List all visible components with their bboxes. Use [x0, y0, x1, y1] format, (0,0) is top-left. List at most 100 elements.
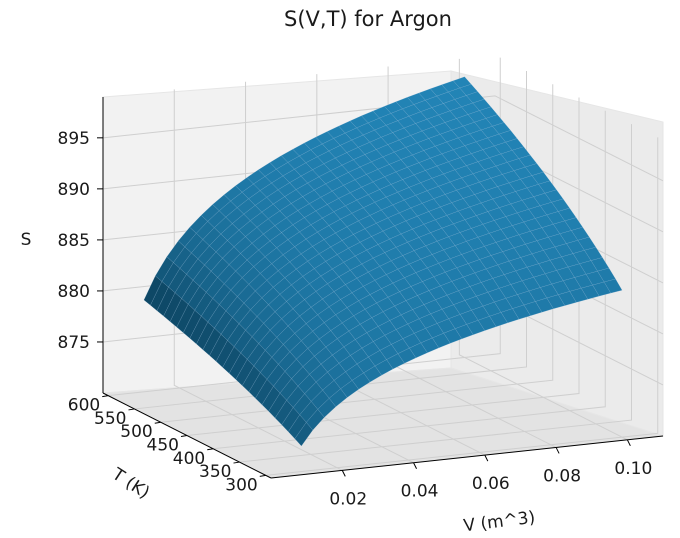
surface-facet [436, 161, 456, 175]
surface-facet [483, 165, 503, 179]
surface-facet [382, 225, 402, 240]
surface-facet [281, 407, 301, 433]
surface-facet [379, 113, 399, 126]
y-axis-label: T (K) [108, 464, 153, 503]
z-gridline [102, 95, 664, 182]
surface-facet [472, 98, 492, 111]
surface-facet [388, 159, 408, 173]
surface-facet [368, 350, 387, 367]
surface-facet [369, 288, 389, 304]
y-tick-label: 350 [199, 462, 231, 482]
surface-facet [484, 242, 503, 256]
surface-facet [520, 253, 539, 268]
surface-facet [272, 277, 292, 295]
surface-facet [343, 179, 363, 194]
surface-facet [345, 277, 364, 294]
surface-facet [420, 337, 440, 354]
z-axis-label: S [21, 230, 32, 250]
surface-facet [274, 399, 294, 426]
surface-facet [449, 106, 469, 119]
surface-facet [209, 333, 228, 362]
surface-facet [430, 227, 449, 242]
surface-facet [302, 268, 322, 285]
surface-facet [428, 285, 448, 301]
surface-facet [287, 315, 307, 334]
z-tick-label: 885 [58, 231, 90, 251]
surface-facet [235, 259, 255, 278]
surface-facet [459, 153, 479, 166]
surface-facet [406, 92, 426, 105]
surface-facet [374, 359, 394, 376]
surface-facet [282, 246, 302, 263]
surface-facet [349, 263, 369, 279]
surface-facet [263, 225, 282, 242]
y-tick-mark [180, 435, 188, 437]
surface-facet [279, 284, 299, 302]
surface-facet [340, 380, 360, 398]
surface-facet [387, 291, 407, 307]
z-tick-label: 890 [58, 180, 90, 200]
surface-facet [356, 356, 376, 374]
y-gridline [239, 124, 632, 463]
surface-facet [232, 302, 251, 325]
surface-facet [477, 315, 497, 331]
axes: 875 880 885 890 895 0.02 0.04 0.06 0.08 0.10 30035… [58, 97, 664, 509]
surface-facet [438, 181, 458, 195]
surface-facet [418, 157, 438, 171]
surface-facet [352, 154, 372, 168]
surface-facet [531, 250, 551, 264]
surface-facet [200, 204, 220, 222]
surface-facet [297, 373, 317, 395]
surface-facet [241, 183, 261, 200]
surface-facet [590, 257, 610, 272]
surface-facet [592, 281, 612, 297]
surface-facet [423, 299, 443, 315]
surface-facet [366, 168, 386, 183]
surface-facet [521, 276, 541, 292]
surface-facet [318, 170, 338, 185]
surface-facet [287, 414, 307, 440]
x-axis-label: V (m^3) [462, 508, 536, 537]
surface-facet [397, 347, 417, 364]
surface-facet [585, 270, 605, 286]
surface-facet [340, 292, 359, 308]
surface-facet [268, 392, 287, 419]
chart-title: S(V,T) for Argon [284, 7, 452, 31]
surface-facet [488, 153, 508, 167]
surface-facet [305, 231, 325, 247]
surface-facet [372, 176, 392, 190]
surface-facet [397, 263, 417, 279]
surface-facet [235, 358, 255, 386]
surface-facet [345, 363, 364, 381]
y-tick-label: 550 [94, 409, 126, 429]
surface-facet [222, 346, 242, 374]
x-tick-mark [341, 470, 346, 477]
surface-facet [322, 291, 341, 308]
y-tick-label: 300 [225, 475, 257, 495]
x-tick-mark [626, 439, 631, 447]
surface-facet [176, 303, 196, 334]
surface-facet [512, 304, 531, 320]
surface-facet [515, 266, 535, 282]
surface-facet [168, 268, 187, 294]
y-tick-mark [128, 408, 135, 411]
surface-facet [302, 355, 322, 375]
surface-facet [236, 283, 256, 304]
surface-facet [430, 308, 449, 324]
surface-facet [517, 290, 536, 306]
surface-facet [557, 291, 577, 306]
surface-facet [584, 246, 603, 261]
y-gridline [265, 137, 659, 476]
z-tick-label: 895 [58, 129, 90, 149]
surface-facet [403, 123, 423, 136]
surface-facet [357, 215, 377, 230]
surface-facet [492, 122, 512, 135]
surface-facet [322, 380, 341, 399]
surface-plot [143, 76, 623, 447]
surface-facet [395, 166, 415, 180]
y-tick-label: 600 [68, 396, 100, 416]
surface-facet [334, 152, 354, 166]
x-tick-label: 0.02 [329, 489, 367, 509]
x-tick-label: 0.10 [614, 459, 652, 479]
surface-facet [267, 210, 287, 226]
